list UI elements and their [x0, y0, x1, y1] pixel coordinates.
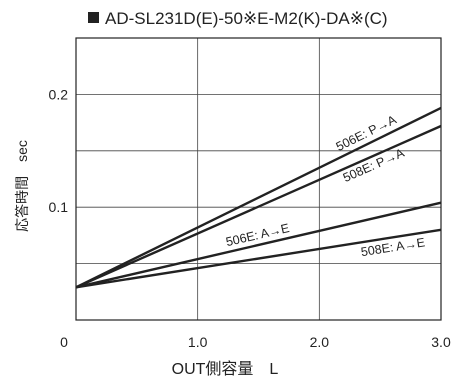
series-line — [75, 201, 442, 289]
chart-title-text: AD-SL231D(E)-50※E-M2(K)-DA※(C) — [105, 9, 388, 28]
series-label: 508E: A→E — [360, 235, 426, 259]
y-tick-label: 0.1 — [49, 199, 69, 215]
series-layer — [75, 106, 442, 289]
series-line — [75, 228, 442, 289]
title-square-icon — [88, 12, 99, 23]
chart-title: AD-SL231D(E)-50※E-M2(K)-DA※(C) — [88, 9, 388, 29]
x-axis-label: OUT側容量 L — [171, 361, 279, 378]
x-tick-label: 1.0 — [188, 334, 208, 350]
x-tick-label: 2.0 — [310, 334, 330, 350]
series-line — [75, 106, 442, 289]
x-tick-label: 0 — [60, 334, 68, 350]
plot-frame — [75, 37, 442, 321]
y-tick-label: 0.2 — [49, 86, 69, 102]
series-line — [75, 124, 442, 289]
y-axis-label: 応答時間 sec — [14, 140, 30, 232]
x-tick-label: 3.0 — [431, 334, 451, 350]
tick-layer: 0 1.0 2.0 3.0 0.1 0.2 — [49, 86, 451, 350]
